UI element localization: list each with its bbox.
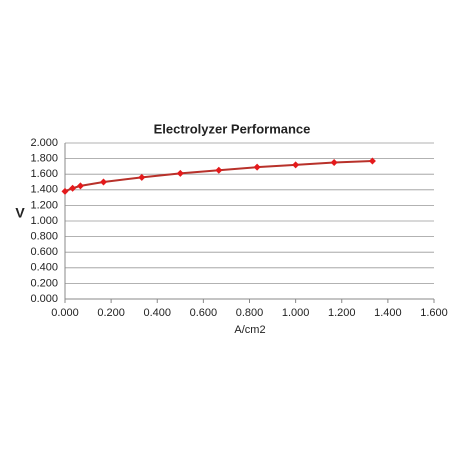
data-point [253, 163, 261, 171]
y-tick-label: 0.400 [30, 262, 58, 274]
y-tick-label: 1.600 [30, 168, 58, 180]
x-tick-label: 0.800 [236, 307, 264, 319]
chart-title: Electrolyzer Performance [154, 121, 311, 136]
data-point [100, 178, 108, 186]
x-tick-label: 1.200 [328, 307, 356, 319]
data-point [215, 166, 223, 174]
x-tick-label: 0.200 [97, 307, 125, 319]
x-tick-label: 1.000 [282, 307, 310, 319]
y-tick-label: 0.800 [30, 231, 58, 243]
data-point [138, 173, 146, 181]
x-tick-label: 0.000 [51, 307, 79, 319]
y-tick-label: 1.000 [30, 215, 58, 227]
data-point [176, 169, 184, 177]
y-axis-label: V [15, 205, 25, 221]
x-tick-label: 1.400 [374, 307, 402, 319]
y-tick-label: 0.600 [30, 246, 58, 258]
y-tick-label: 1.200 [30, 199, 58, 211]
x-axis-label: A/cm2 [234, 324, 265, 336]
y-tick-label: 1.400 [30, 184, 58, 196]
y-tick-label: 0.000 [30, 293, 58, 305]
data-point [292, 161, 300, 169]
y-tick-label: 1.800 [30, 153, 58, 165]
data-point [76, 182, 84, 190]
y-tick-label: 2.000 [30, 137, 58, 149]
data-point [368, 157, 376, 165]
x-tick-label: 0.600 [190, 307, 218, 319]
y-tick-label: 0.200 [30, 277, 58, 289]
x-tick-label: 1.600 [420, 307, 448, 319]
data-line [64, 159, 373, 193]
data-point [69, 184, 77, 192]
x-tick-label: 0.400 [143, 307, 171, 319]
data-point [61, 187, 69, 195]
data-point [330, 159, 338, 166]
